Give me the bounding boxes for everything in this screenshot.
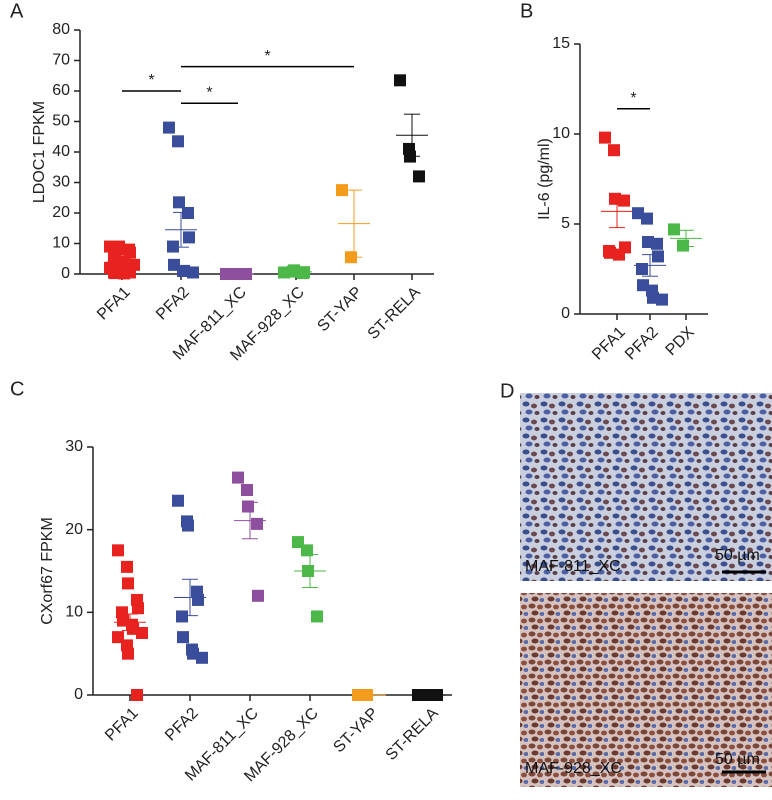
x-tick-label: PFA2 xyxy=(622,324,662,364)
y-tick-label: 50 xyxy=(52,113,70,130)
data-point xyxy=(604,246,616,259)
x-tick-label: PDX xyxy=(663,324,699,360)
panel-label: C xyxy=(10,378,24,400)
data-point xyxy=(241,483,253,496)
data-point xyxy=(651,237,663,250)
data-point xyxy=(252,589,264,602)
y-axis-label: CXorf67 FPKM xyxy=(39,517,56,625)
image-label: MAF-811_XC xyxy=(525,558,621,575)
significance-label: * xyxy=(148,72,154,89)
data-point xyxy=(118,267,130,280)
significance-label: * xyxy=(206,84,212,101)
data-point xyxy=(132,602,144,615)
data-point xyxy=(641,212,653,225)
y-tick-label: 80 xyxy=(52,21,70,38)
data-point xyxy=(163,121,175,134)
data-point xyxy=(167,240,179,253)
panel-label: D xyxy=(500,380,514,402)
panel-label: A xyxy=(10,0,24,22)
y-tick-label: 30 xyxy=(52,174,70,191)
data-point xyxy=(301,544,313,557)
y-tick-label: 20 xyxy=(65,521,83,538)
data-point xyxy=(182,207,194,219)
y-axis-label: IL-6 (pg/ml) xyxy=(536,138,553,220)
data-point xyxy=(599,131,611,144)
data-point xyxy=(668,223,680,236)
data-point xyxy=(136,627,148,639)
y-tick-label: 0 xyxy=(61,265,70,282)
data-point xyxy=(677,239,689,252)
panel-label: B xyxy=(520,0,533,22)
data-point xyxy=(122,577,134,590)
y-tick-label: 0 xyxy=(74,686,83,703)
x-tick-label: PFA1 xyxy=(589,324,629,364)
x-tick-label: PFA2 xyxy=(153,284,193,324)
y-tick-label: 5 xyxy=(561,215,570,232)
x-tick-label: PFA1 xyxy=(102,705,142,745)
data-point xyxy=(251,517,263,530)
data-point xyxy=(242,500,254,513)
x-tick-label: ST-RELA xyxy=(365,284,424,343)
y-tick-label: 0 xyxy=(561,305,570,322)
data-point xyxy=(172,494,184,507)
y-axis-label: LDOC1 FPKM xyxy=(31,101,48,203)
x-tick-label: ST-RELA xyxy=(383,705,442,764)
y-tick-label: 10 xyxy=(65,604,83,621)
histology-image xyxy=(520,393,772,581)
significance-label: * xyxy=(264,48,270,65)
data-point xyxy=(232,471,244,484)
x-tick-label: PFA2 xyxy=(162,705,202,745)
x-tick-label: ST-YAP xyxy=(314,284,365,335)
data-point xyxy=(394,74,406,87)
data-point xyxy=(183,231,195,244)
data-point xyxy=(124,246,136,259)
y-tick-label: 70 xyxy=(52,52,70,69)
data-point xyxy=(413,170,425,183)
data-point xyxy=(311,610,323,623)
significance-label: * xyxy=(630,90,636,107)
scale-bar-label: 50 µm xyxy=(715,547,760,564)
y-tick-label: 10 xyxy=(52,235,70,252)
y-tick-label: 20 xyxy=(52,204,70,221)
data-point xyxy=(187,266,199,279)
y-tick-label: 15 xyxy=(552,35,570,52)
image-label: MAF-928_XC xyxy=(525,760,622,777)
data-point xyxy=(336,184,348,197)
data-point xyxy=(112,544,124,557)
y-tick-label: 30 xyxy=(65,438,83,455)
x-tick-label: PFA1 xyxy=(94,284,134,324)
data-point xyxy=(173,196,185,209)
data-point xyxy=(131,689,143,701)
histology-image xyxy=(520,593,772,787)
data-point xyxy=(618,194,630,207)
data-point xyxy=(652,250,664,263)
data-point xyxy=(182,519,194,532)
y-tick-label: 40 xyxy=(52,143,70,160)
data-point xyxy=(122,647,134,660)
data-point xyxy=(656,293,668,306)
data-point xyxy=(613,248,625,261)
data-point xyxy=(196,651,208,664)
panel-d: D MAF-811_XC 50 µm MAF-928_XC 50 µm xyxy=(500,380,772,787)
data-point xyxy=(192,593,204,606)
data-point xyxy=(121,560,133,573)
y-tick-label: 10 xyxy=(552,125,570,142)
data-point xyxy=(608,144,620,157)
y-tick-label: 60 xyxy=(52,82,70,99)
x-tick-label: ST-YAP xyxy=(330,705,381,756)
data-point xyxy=(172,135,184,148)
data-point xyxy=(176,610,188,623)
data-point xyxy=(177,631,189,644)
data-point xyxy=(636,263,648,275)
scale-bar-label: 50 µm xyxy=(715,751,760,768)
